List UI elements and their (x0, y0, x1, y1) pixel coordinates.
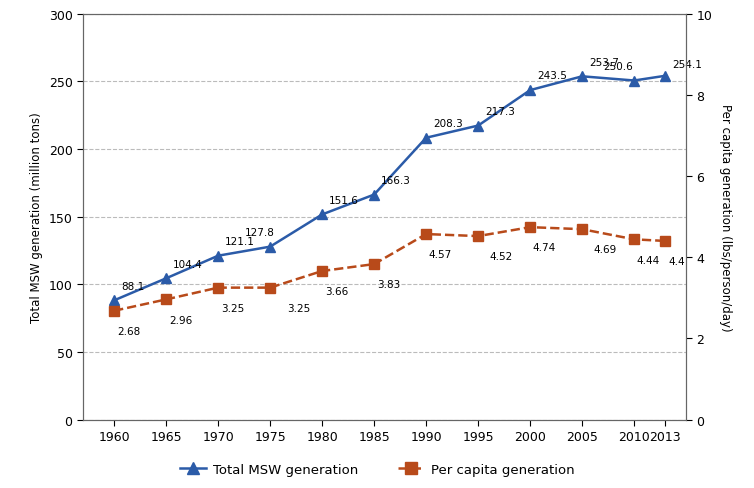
Text: 250.6: 250.6 (604, 61, 633, 72)
Text: 217.3: 217.3 (485, 106, 515, 117)
Text: 243.5: 243.5 (537, 71, 567, 81)
Text: 166.3: 166.3 (381, 176, 411, 185)
Text: 3.25: 3.25 (221, 303, 244, 313)
Text: 3.83: 3.83 (377, 280, 400, 290)
Text: 4.4: 4.4 (668, 257, 685, 266)
Text: 253.7: 253.7 (589, 58, 619, 67)
Legend: Total MSW generation, Per capita generation: Total MSW generation, Per capita generat… (174, 457, 580, 482)
Y-axis label: Per capita generation (lbs/person/day): Per capita generation (lbs/person/day) (719, 103, 732, 331)
Text: 4.74: 4.74 (533, 243, 556, 253)
Text: 4.44: 4.44 (637, 255, 661, 265)
Text: 88.1: 88.1 (121, 281, 144, 291)
Text: 104.4: 104.4 (173, 259, 203, 269)
Text: 4.57: 4.57 (429, 250, 452, 260)
Text: 121.1: 121.1 (225, 237, 255, 246)
Text: 2.96: 2.96 (169, 315, 192, 325)
Text: 254.1: 254.1 (673, 60, 702, 70)
Text: 151.6: 151.6 (329, 195, 359, 205)
Y-axis label: Total MSW generation (million tons): Total MSW generation (million tons) (30, 112, 43, 322)
Text: 208.3: 208.3 (433, 119, 463, 129)
Text: 2.68: 2.68 (117, 326, 140, 336)
Text: 4.52: 4.52 (489, 252, 513, 262)
Text: 3.25: 3.25 (287, 303, 310, 313)
Text: 127.8: 127.8 (245, 227, 275, 238)
Text: 4.69: 4.69 (593, 245, 617, 255)
Text: 3.66: 3.66 (325, 286, 348, 297)
